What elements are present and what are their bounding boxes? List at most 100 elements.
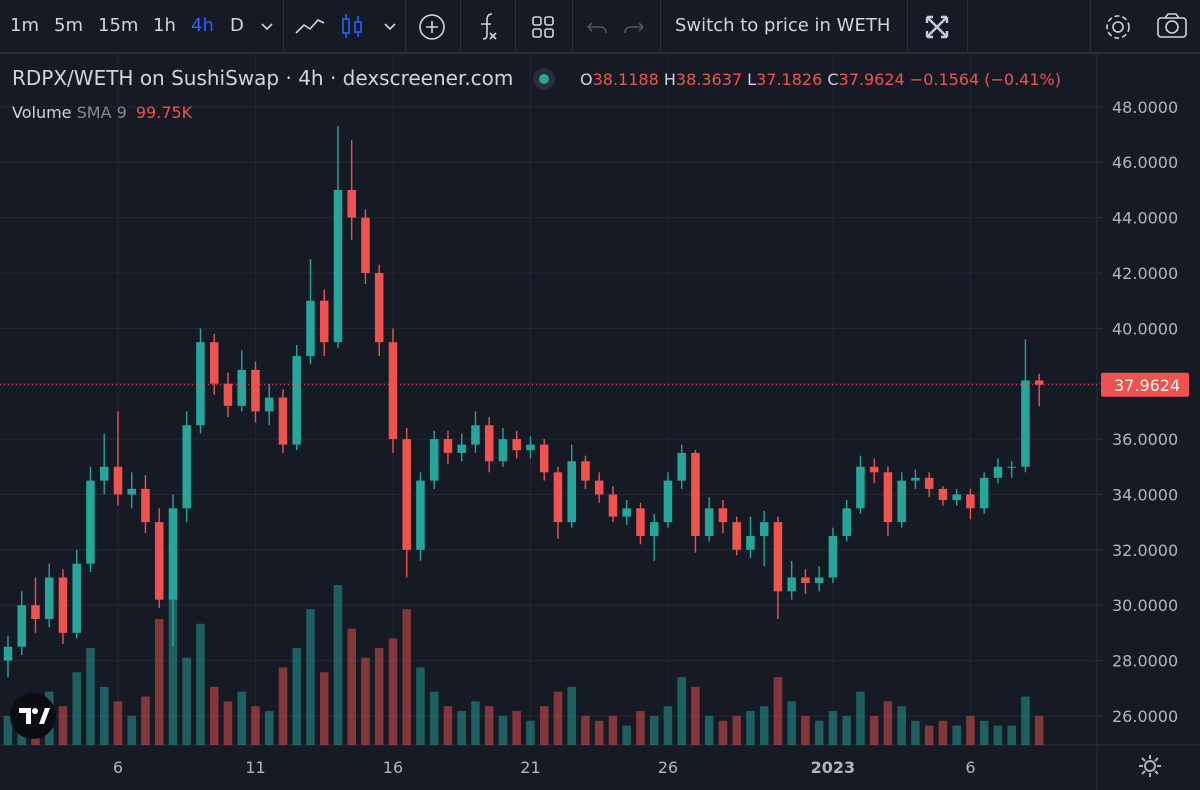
candle-body bbox=[897, 480, 906, 523]
candle-body bbox=[553, 472, 563, 523]
volume-bar bbox=[622, 725, 631, 745]
candle-body bbox=[388, 342, 398, 440]
candle-body bbox=[3, 646, 13, 661]
candle-body bbox=[99, 466, 109, 481]
interval-button[interactable]: 5m bbox=[54, 15, 83, 36]
y-tick-label: 30.0000 bbox=[1112, 596, 1178, 615]
line-chart-icon[interactable] bbox=[295, 19, 325, 34]
candle-body bbox=[966, 494, 975, 509]
ohlc-label: C bbox=[827, 70, 839, 89]
ohlc-value: 37.1826 bbox=[756, 70, 823, 89]
candle-body bbox=[581, 461, 590, 481]
redo-icon[interactable] bbox=[624, 22, 644, 34]
fx-icon[interactable] bbox=[481, 13, 497, 40]
undo-icon[interactable] bbox=[587, 22, 607, 34]
volume-bar bbox=[498, 715, 508, 745]
volume-bar bbox=[374, 648, 384, 745]
candle-body bbox=[622, 508, 631, 517]
candle-body bbox=[113, 466, 123, 495]
candle-body bbox=[471, 425, 480, 445]
volume-bar bbox=[966, 715, 975, 745]
volume-bar bbox=[924, 725, 934, 745]
indicator-add-icon[interactable] bbox=[419, 14, 445, 40]
candle-body bbox=[168, 508, 178, 600]
candle-body bbox=[374, 272, 384, 343]
volume-legend: Volume SMA 9 99.75K bbox=[12, 103, 192, 122]
volume-bar bbox=[691, 686, 700, 745]
volume-bar bbox=[649, 715, 659, 745]
candle-body bbox=[801, 577, 810, 584]
x-tick-label: 6 bbox=[965, 758, 975, 777]
volume-bar bbox=[993, 725, 1003, 745]
candle-body bbox=[636, 508, 645, 536]
candle-body bbox=[512, 439, 521, 451]
volume-bar bbox=[594, 720, 604, 745]
volume-bar bbox=[237, 691, 246, 745]
candle-body bbox=[869, 466, 879, 473]
volume-bar bbox=[182, 657, 191, 745]
candle-body bbox=[704, 508, 714, 536]
volume-bar bbox=[402, 609, 411, 745]
volume-bar bbox=[869, 715, 879, 745]
dropdown-icon[interactable] bbox=[384, 23, 396, 31]
candle-body bbox=[44, 577, 54, 620]
dropdown-icon[interactable] bbox=[261, 23, 273, 31]
toolbar-icons bbox=[261, 13, 1187, 40]
settings-icon[interactable] bbox=[1106, 15, 1130, 39]
status-dot bbox=[533, 68, 555, 90]
y-tick-label: 48.0000 bbox=[1112, 98, 1178, 117]
volume-bar bbox=[154, 618, 164, 745]
volume-bar bbox=[526, 720, 535, 745]
candle-body bbox=[677, 452, 686, 481]
y-tick-label: 42.0000 bbox=[1112, 264, 1178, 283]
fullscreen-icon[interactable] bbox=[925, 15, 949, 39]
plot: 26.0000 28.0000 30.0000 32.0000 34.0000 36.00… bbox=[0, 54, 1189, 777]
interval-button[interactable]: 1m bbox=[10, 15, 39, 36]
x-tick-label: 21 bbox=[520, 758, 540, 777]
snapshot-icon[interactable] bbox=[1157, 13, 1187, 38]
candle-body bbox=[842, 508, 851, 536]
volume-bar bbox=[856, 691, 865, 745]
volume-bar bbox=[842, 715, 851, 745]
volume-bar bbox=[484, 706, 494, 745]
candle-body bbox=[292, 356, 301, 445]
candle-body bbox=[539, 444, 549, 473]
volume-bar bbox=[319, 672, 329, 745]
interval-button[interactable]: D bbox=[230, 15, 244, 36]
candle-body bbox=[938, 488, 948, 500]
candle-body bbox=[347, 189, 356, 218]
candle-body bbox=[429, 439, 439, 481]
interval-button[interactable]: 15m bbox=[98, 15, 139, 36]
x-tick-label: 2023 bbox=[811, 758, 856, 777]
candle-body bbox=[182, 425, 191, 509]
candle-body bbox=[1034, 380, 1044, 385]
chart-bg bbox=[0, 54, 1200, 790]
switch-price-button[interactable]: Switch to price in WETH bbox=[675, 15, 891, 36]
candle-body bbox=[883, 472, 893, 523]
volume-bar bbox=[86, 648, 95, 745]
candle-body bbox=[196, 342, 205, 426]
y-tick-label: 40.0000 bbox=[1112, 319, 1178, 338]
volume-bar bbox=[443, 706, 453, 745]
candle-body bbox=[443, 439, 453, 453]
tv-logo bbox=[10, 693, 56, 739]
settings-icon[interactable] bbox=[1139, 755, 1161, 777]
interval-button[interactable]: 1h bbox=[153, 15, 176, 36]
y-tick-label: 34.0000 bbox=[1112, 485, 1178, 504]
y-tick-label: 36.0000 bbox=[1112, 430, 1178, 449]
volume-bar bbox=[306, 609, 315, 745]
candle-chart-icon[interactable] bbox=[342, 14, 362, 38]
candle-body bbox=[58, 577, 68, 633]
volume-bar bbox=[99, 686, 109, 745]
candle-body bbox=[86, 480, 95, 564]
volume-bar bbox=[196, 623, 205, 745]
volume-bar bbox=[58, 706, 68, 745]
volume-bar bbox=[814, 720, 824, 745]
interval-button[interactable]: 4h bbox=[191, 15, 214, 36]
layout-icon[interactable] bbox=[532, 16, 554, 38]
change-percent: (−0.41%) bbox=[984, 70, 1061, 89]
candle-body bbox=[154, 522, 164, 600]
volume-bar bbox=[732, 715, 741, 745]
volume-bar bbox=[278, 667, 288, 745]
volume-bar bbox=[759, 706, 769, 745]
